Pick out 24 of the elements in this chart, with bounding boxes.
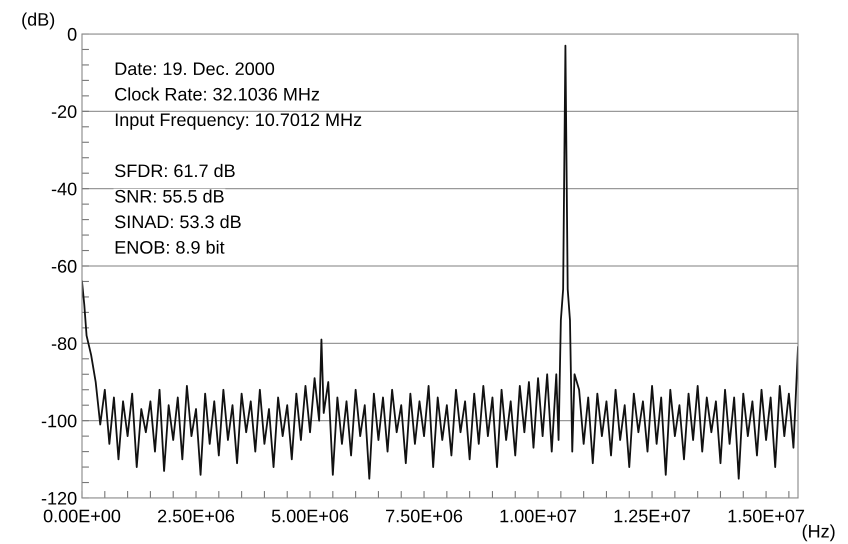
x-tick-label: 2.50E+06: [158, 510, 234, 522]
annotation: SINAD: 53.3 dB: [115, 214, 241, 228]
annotation: ENOB: 8.9 bit: [116, 240, 224, 254]
y-tick-label: -100: [42, 414, 76, 428]
x-tick-label: 5.00E+06: [272, 510, 348, 522]
y-axis-title: (dB): [22, 12, 54, 30]
x-tick-label: 1.50E+07: [728, 510, 804, 522]
annotation: Clock Rate: 32.1036 MHz: [115, 87, 320, 101]
line-series: [82, 44, 798, 480]
annotation: SNR: 55.5 dB: [115, 189, 224, 203]
x-tick-label: 0.00E+00: [44, 510, 120, 522]
y-tick-label: -60: [52, 260, 76, 273]
annotation: SFDR: 61.7 dB: [115, 164, 235, 178]
y-tick-label: -80: [52, 337, 76, 350]
x-axis-title: (Hz): [802, 524, 835, 542]
y-tick-label: -120: [42, 492, 76, 505]
annotation: Date: 19. Dec. 2000: [116, 62, 274, 76]
y-tick-label: -20: [52, 105, 76, 118]
x-tick-label: 7.50E+06: [386, 510, 462, 522]
y-tick-label: 0: [68, 28, 76, 41]
x-tick-label: 1.25E+07: [614, 510, 690, 522]
y-tick-label: -40: [52, 182, 76, 196]
annotation: Input Frequency: 10.7012 MHz: [116, 113, 362, 130]
x-tick-label: 1.00E+07: [500, 510, 576, 522]
